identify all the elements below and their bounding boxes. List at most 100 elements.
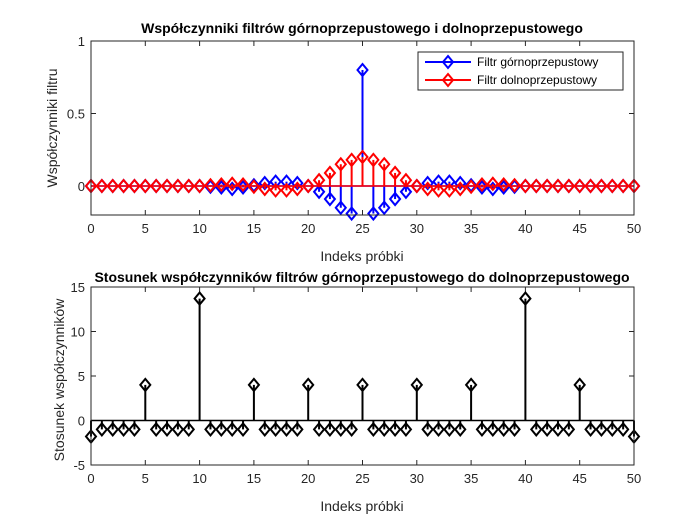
top-plot-frame xyxy=(90,40,635,216)
top-marker xyxy=(551,178,565,194)
bottom-marker xyxy=(128,421,141,437)
top-marker xyxy=(301,178,315,194)
bottom-x-tick-label: 5 xyxy=(142,471,149,486)
top-marker xyxy=(399,172,413,188)
top-marker xyxy=(247,179,261,195)
bottom-marker xyxy=(616,421,630,437)
top-marker xyxy=(497,176,510,193)
bottom-y-tick-label: 10 xyxy=(71,325,85,340)
bottom-marker xyxy=(584,421,597,437)
bottom-marker xyxy=(508,421,521,437)
top-marker xyxy=(443,182,456,198)
top-marker xyxy=(323,165,337,181)
top-marker xyxy=(421,175,434,191)
bottom-x-tick-label: 25 xyxy=(355,471,369,486)
bottom-marker xyxy=(182,421,196,437)
top-marker xyxy=(356,149,369,165)
bottom-marker xyxy=(117,421,130,437)
bottom-marker xyxy=(312,421,326,437)
top-marker xyxy=(215,176,228,193)
top-marker xyxy=(453,181,467,197)
bottom-marker xyxy=(443,421,456,437)
top-marker xyxy=(291,175,304,191)
top-marker xyxy=(388,191,402,207)
bottom-marker xyxy=(367,421,380,437)
top-marker xyxy=(540,178,554,194)
legend-box xyxy=(417,51,624,91)
legend-label-highpass: Filtr górnoprzepustowy xyxy=(477,55,598,69)
bottom-marker xyxy=(399,421,413,437)
top-chart-title: Współczynniki filtrów górnoprzepustowego… xyxy=(141,20,583,36)
top-marker xyxy=(453,175,467,191)
top-marker xyxy=(421,181,434,197)
bottom-marker xyxy=(377,421,391,437)
bottom-marker xyxy=(410,377,424,393)
top-marker xyxy=(312,184,326,200)
top-marker xyxy=(334,156,348,172)
bottom-marker xyxy=(323,421,337,437)
bottom-marker xyxy=(106,421,120,437)
bottom-marker xyxy=(95,421,109,437)
bottom-marker xyxy=(193,291,206,307)
bottom-x-tick-label: 20 xyxy=(301,471,315,486)
bottom-y-tick-label: -5 xyxy=(73,458,85,473)
legend-marker-lowpass xyxy=(441,72,455,88)
top-stems xyxy=(84,62,641,222)
bottom-marker xyxy=(540,421,554,437)
top-y-tick-label: 0.5 xyxy=(67,107,85,122)
bottom-marker xyxy=(258,421,272,437)
top-marker xyxy=(106,178,120,194)
top-marker xyxy=(334,200,348,216)
bottom-marker xyxy=(605,421,619,437)
top-x-tick-label: 45 xyxy=(572,221,586,236)
top-marker xyxy=(171,178,185,194)
bottom-marker xyxy=(171,421,185,437)
bottom-marker xyxy=(432,421,445,437)
top-axes: 0 5 10 15 20 25 30 35 40 45 50 0 0.5 1 xyxy=(67,34,641,236)
top-x-axis-label: Indeks próbki xyxy=(320,248,403,264)
top-marker xyxy=(138,178,152,194)
top-marker xyxy=(149,178,163,194)
bottom-marker xyxy=(301,377,315,393)
bottom-marker xyxy=(236,421,250,437)
bottom-marker xyxy=(204,421,217,437)
top-marker xyxy=(269,182,282,198)
bottom-x-tick-label: 40 xyxy=(518,471,532,486)
top-marker xyxy=(204,177,217,193)
top-marker xyxy=(410,178,424,194)
bottom-marker xyxy=(291,421,304,437)
bottom-chart: Stosunek współczynników filtrów górnoprz… xyxy=(51,269,641,514)
top-y-tick-label: 1 xyxy=(78,34,85,49)
top-marker xyxy=(584,178,597,194)
bottom-x-tick-label: 10 xyxy=(192,471,206,486)
top-x-tick-label: 25 xyxy=(355,221,369,236)
top-marker xyxy=(367,205,380,222)
bottom-y-tick-label: 15 xyxy=(71,280,85,295)
legend-marker-highpass xyxy=(441,54,455,70)
bottom-marker xyxy=(280,421,293,437)
bottom-marker xyxy=(529,421,543,437)
bottom-marker xyxy=(519,291,532,307)
bottom-x-tick-label: 35 xyxy=(464,471,478,486)
top-y-axis-label: Współczynniki filtru xyxy=(44,68,60,187)
top-marker xyxy=(95,178,109,194)
top-marker xyxy=(432,182,445,198)
top-x-tick-label: 15 xyxy=(247,221,261,236)
top-marker xyxy=(475,176,489,193)
bottom-marker xyxy=(356,377,369,393)
top-marker xyxy=(117,178,130,194)
bottom-y-tick-label: 5 xyxy=(78,369,85,384)
bottom-stems xyxy=(84,291,641,445)
top-marker xyxy=(508,177,521,193)
top-marker xyxy=(486,176,500,192)
bottom-x-tick-label: 0 xyxy=(87,471,94,486)
top-marker xyxy=(377,200,391,216)
top-marker xyxy=(356,62,369,78)
top-marker xyxy=(236,176,250,193)
bottom-chart-title: Stosunek współczynników filtrów górnoprz… xyxy=(94,269,629,285)
bottom-marker xyxy=(573,377,587,393)
bottom-marker xyxy=(247,377,261,393)
bottom-x-tick-label: 50 xyxy=(627,471,641,486)
